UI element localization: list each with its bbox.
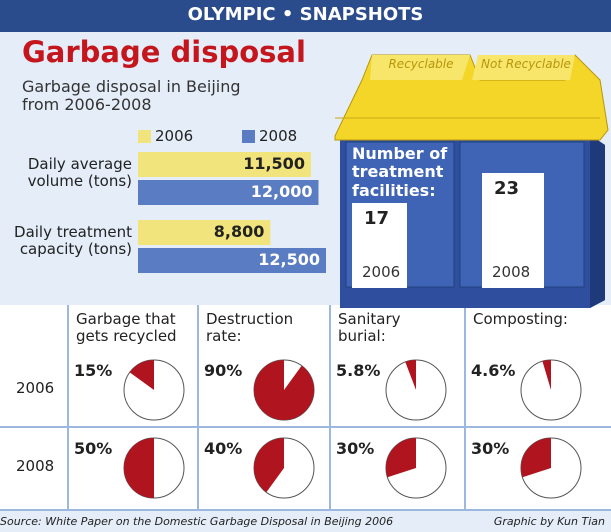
- bin-side: [590, 135, 605, 308]
- column-title: Destruction rate:: [206, 310, 294, 346]
- legend-label: 2008: [259, 127, 298, 145]
- facility-title: Number of treatment facilities:: [352, 144, 448, 200]
- pie-slice: [124, 438, 154, 498]
- column-title: Garbage that gets recycled: [76, 310, 177, 346]
- chart-title: Garbage disposal: [22, 35, 306, 69]
- source: Source: White Paper on the Domestic Garb…: [0, 515, 394, 528]
- legend-label: 2006: [155, 127, 194, 145]
- value-label: 15%: [74, 361, 113, 380]
- category-label: Daily average volume (tons): [27, 155, 132, 191]
- bar: [138, 220, 271, 245]
- bar: [138, 248, 326, 273]
- facility-year: 2006: [362, 263, 401, 281]
- value-label: 5.8%: [336, 361, 381, 380]
- value-label: 90%: [204, 361, 243, 380]
- pie-slice: [542, 360, 551, 390]
- facility-bar: [482, 173, 544, 288]
- chart-subtitle: Garbage disposal in Beijing from 2006-20…: [22, 77, 241, 115]
- pie-slice: [405, 360, 416, 390]
- bar: [138, 152, 311, 177]
- row-label: 2008: [16, 457, 55, 475]
- value-label: 12,500: [258, 250, 320, 269]
- facility-year: 2008: [492, 263, 531, 281]
- pie-slice: [254, 360, 314, 420]
- header-bar: [0, 0, 611, 32]
- value-label: 30%: [471, 439, 510, 458]
- facility-value: 17: [364, 208, 390, 229]
- value-label: 50%: [74, 439, 113, 458]
- pie-slice: [386, 438, 416, 478]
- facility-bar: [352, 203, 407, 288]
- legend-swatch: [242, 130, 255, 143]
- pie-slice: [129, 360, 154, 390]
- bin-lid-flap: [370, 55, 470, 80]
- bin-label: Not Recyclable: [481, 57, 571, 71]
- row-label: 2006: [16, 379, 55, 397]
- header: OLYMPIC • SNAPSHOTS: [187, 4, 424, 25]
- value-label: 30%: [336, 439, 375, 458]
- column-title: Sanitary burial:: [338, 310, 401, 346]
- category-label: Daily treatment capacity (tons): [14, 223, 132, 259]
- value-label: 40%: [204, 439, 243, 458]
- credit: Graphic by Kun Tian: [493, 515, 605, 528]
- value-label: 4.6%: [471, 361, 516, 380]
- value-label: 8,800: [213, 222, 265, 241]
- bin-label: Recyclable: [388, 57, 454, 71]
- value-label: 11,500: [243, 154, 305, 173]
- value-label: 12,000: [250, 182, 313, 201]
- pie-slice: [521, 438, 551, 478]
- bin-lid-flap: [472, 55, 575, 80]
- bar: [138, 180, 319, 205]
- legend-swatch: [138, 130, 151, 143]
- column-title: Composting:: [473, 310, 568, 328]
- pie-slice: [254, 438, 284, 493]
- facility-value: 23: [494, 178, 520, 199]
